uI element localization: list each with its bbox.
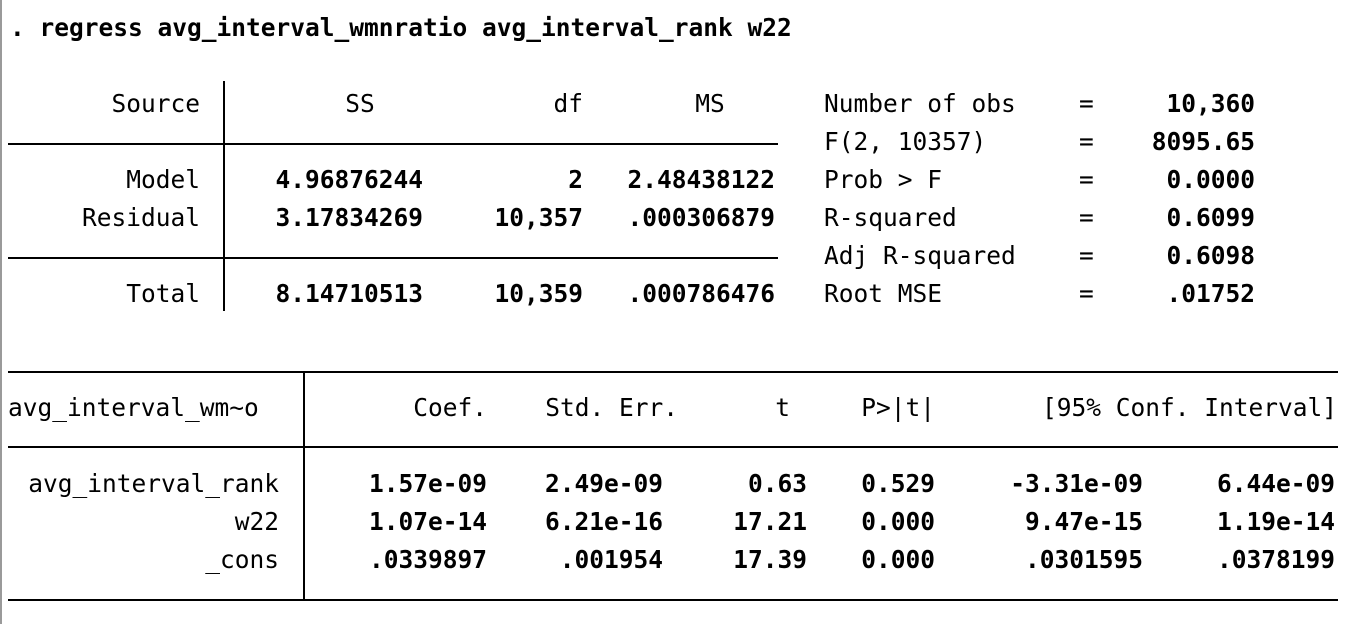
coef-var: w22 bbox=[234, 507, 279, 536]
stat-value: 0.6099 bbox=[1166, 203, 1255, 232]
stat-value: 0.0000 bbox=[1166, 165, 1255, 194]
coef-value: 1.57e-09 bbox=[368, 469, 487, 498]
stat-value: 8095.65 bbox=[1151, 127, 1255, 156]
coef-se: .001954 bbox=[559, 545, 663, 574]
anova-divider-top bbox=[8, 143, 778, 145]
stat-equals: = bbox=[1079, 165, 1094, 194]
row-ms: .000306879 bbox=[627, 203, 775, 232]
command-line: . regress avg_interval_wmnratio avg_inte… bbox=[10, 13, 792, 42]
coef-divider-top bbox=[8, 371, 1338, 373]
stat-value: .01752 bbox=[1166, 279, 1255, 308]
row-df: 10,359 bbox=[494, 279, 583, 308]
stat-label: Root MSE bbox=[824, 279, 943, 308]
row-df: 2 bbox=[568, 165, 583, 194]
window-left-border bbox=[0, 0, 2, 624]
row-source: Model bbox=[126, 165, 200, 194]
coef-var: avg_interval_rank bbox=[28, 469, 279, 498]
coef-ci-low: -3.31e-09 bbox=[1010, 469, 1143, 498]
stat-label: F(2, 10357) bbox=[824, 127, 987, 156]
coef-divider-bottom bbox=[8, 599, 1338, 601]
stat-label: Adj R-squared bbox=[824, 241, 1016, 270]
stat-equals: = bbox=[1079, 241, 1094, 270]
header-p: P>|t| bbox=[861, 393, 935, 422]
coef-t: 0.63 bbox=[747, 469, 807, 498]
stat-equals: = bbox=[1079, 127, 1094, 156]
coef-t: 17.21 bbox=[733, 507, 807, 536]
stat-equals: = bbox=[1079, 279, 1094, 308]
coef-ci-high: 6.44e-09 bbox=[1216, 469, 1335, 498]
stat-equals: = bbox=[1079, 203, 1094, 232]
coef-ci-low: .0301595 bbox=[1024, 545, 1143, 574]
header-conf-interval: [95% Conf. Interval] bbox=[1041, 393, 1337, 422]
row-ms: .000786476 bbox=[627, 279, 775, 308]
stat-value: 10,360 bbox=[1166, 89, 1255, 118]
row-df: 10,357 bbox=[494, 203, 583, 232]
coef-vertical-divider bbox=[303, 371, 305, 601]
dependent-variable: avg_interval_wm~o bbox=[8, 393, 259, 422]
coef-p: 0.529 bbox=[861, 469, 935, 498]
row-ss: 4.96876244 bbox=[275, 165, 423, 194]
anova-divider-bottom bbox=[8, 257, 778, 259]
coef-p: 0.000 bbox=[861, 507, 935, 536]
coef-ci-high: 1.19e-14 bbox=[1216, 507, 1335, 536]
coef-p: 0.000 bbox=[861, 545, 935, 574]
coef-value: 1.07e-14 bbox=[368, 507, 487, 536]
stat-label: R-squared bbox=[824, 203, 957, 232]
row-source: Total bbox=[126, 279, 200, 308]
coef-value: .0339897 bbox=[368, 545, 487, 574]
coef-ci-low: 9.47e-15 bbox=[1024, 507, 1143, 536]
header-coef: Coef. bbox=[413, 393, 487, 422]
header-source: Source bbox=[111, 89, 200, 118]
row-ms: 2.48438122 bbox=[627, 165, 775, 194]
coef-se: 2.49e-09 bbox=[544, 469, 663, 498]
stat-label: Number of obs bbox=[824, 89, 1016, 118]
header-ss: SS bbox=[345, 89, 375, 118]
row-source: Residual bbox=[81, 203, 200, 232]
coef-t: 17.39 bbox=[733, 545, 807, 574]
anova-vertical-divider bbox=[223, 81, 225, 311]
coef-se: 6.21e-16 bbox=[544, 507, 663, 536]
header-ms: MS bbox=[695, 89, 725, 118]
header-df: df bbox=[553, 89, 583, 118]
coef-var: _cons bbox=[205, 545, 279, 574]
row-ss: 3.17834269 bbox=[275, 203, 423, 232]
stat-value: 0.6098 bbox=[1166, 241, 1255, 270]
coef-ci-high: .0378199 bbox=[1216, 545, 1335, 574]
header-t: t bbox=[775, 393, 790, 422]
coef-divider-middle bbox=[8, 446, 1338, 448]
row-ss: 8.14710513 bbox=[275, 279, 423, 308]
stat-label: Prob > F bbox=[824, 165, 943, 194]
stat-equals: = bbox=[1079, 89, 1094, 118]
header-std-err: Std. Err. bbox=[545, 393, 678, 422]
